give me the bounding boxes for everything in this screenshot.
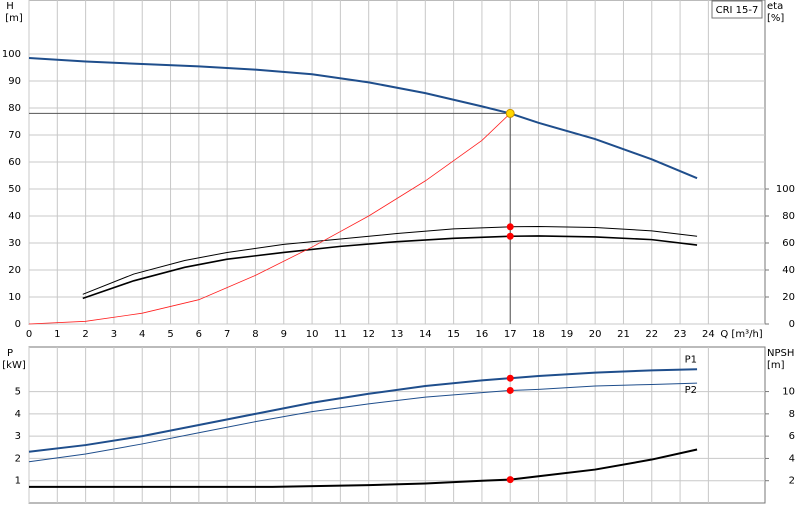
curve: [28, 57, 698, 180]
y-tick-label: 20: [8, 265, 21, 276]
x-tick-label: 4: [139, 329, 145, 340]
y-tick-label: 5: [15, 387, 21, 398]
series-label: P1: [685, 354, 697, 365]
y2-tick-label: 100: [776, 184, 795, 195]
y2-tick-label: 40: [782, 265, 795, 276]
series-label: P2: [685, 385, 697, 396]
x-tick-label: 1: [54, 329, 60, 340]
y-tick-label: 60: [8, 157, 21, 168]
y-axis-unit: [m]: [5, 13, 23, 24]
x-tick-label: 9: [281, 329, 287, 340]
duty-point: [505, 108, 515, 118]
y2-tick-label: 4: [789, 453, 795, 464]
x-tick-label: 18: [532, 329, 545, 340]
y2-axis-label: NPSH: [767, 348, 794, 359]
y-tick-label: 10: [8, 292, 21, 303]
y-tick-label: 3: [15, 431, 21, 442]
y-axis-label: P: [7, 348, 13, 359]
product-label-box: [711, 0, 763, 19]
x-tick-label: 15: [447, 329, 460, 340]
x-tick-label: 3: [111, 329, 117, 340]
x-tick-label: 5: [167, 329, 173, 340]
y-axis-unit: [kW]: [2, 360, 26, 371]
x-tick-label: 10: [306, 329, 319, 340]
x-tick-label: 16: [476, 329, 489, 340]
curve: [28, 113, 511, 325]
y2-axis-unit: [m]: [767, 360, 785, 371]
duty-marker: [506, 386, 514, 394]
y-tick-label: 4: [15, 409, 21, 420]
y-tick-label: 0: [15, 319, 21, 330]
y2-axis-unit: [%]: [767, 13, 784, 24]
y2-axis-label: eta: [767, 1, 783, 12]
x-tick-label: 7: [224, 329, 230, 340]
y-tick-label: 40: [8, 211, 21, 222]
x-tick-label: 13: [391, 329, 404, 340]
y-axis-label: H: [6, 1, 14, 12]
y2-tick-label: 60: [782, 238, 795, 249]
y-tick-label: 90: [8, 76, 21, 87]
x-tick-label: 2: [82, 329, 88, 340]
x-tick-label: 0: [26, 329, 32, 340]
x-tick-label: 12: [362, 329, 375, 340]
curve: [82, 226, 698, 295]
y2-tick-label: 2: [789, 476, 795, 487]
curve: [28, 382, 698, 463]
y-tick-label: 70: [8, 130, 21, 141]
y-tick-label: 50: [8, 184, 21, 195]
x-tick-label: 20: [589, 329, 602, 340]
y-tick-label: 2: [15, 453, 21, 464]
y2-tick-label: 0: [789, 319, 795, 330]
x-tick-label: 22: [645, 329, 658, 340]
duty-marker: [506, 223, 514, 231]
y2-tick-label: 10: [782, 387, 795, 398]
y-tick-label: 30: [8, 238, 21, 249]
product-label: CRI 15-7: [716, 5, 759, 16]
x-tick-label: 19: [560, 329, 573, 340]
y-tick-label: 1: [15, 476, 21, 487]
x-tick-label: 14: [419, 329, 432, 340]
x-tick-label: 6: [196, 329, 202, 340]
duty-marker: [506, 374, 514, 382]
duty-marker: [506, 232, 514, 240]
x-tick-label: 23: [674, 329, 687, 340]
y2-tick-label: 8: [789, 409, 795, 420]
x-axis-label: Q [m³/h]: [720, 329, 762, 340]
curve: [28, 368, 698, 453]
x-tick-label: 11: [334, 329, 347, 340]
y-tick-label: 100: [2, 49, 21, 60]
x-tick-label: 17: [504, 329, 517, 340]
x-tick-label: 21: [617, 329, 630, 340]
duty-marker: [506, 476, 514, 484]
x-tick-label: 24: [702, 329, 715, 340]
y-tick-label: 80: [8, 103, 21, 114]
y2-tick-label: 6: [789, 431, 795, 442]
y2-tick-label: 20: [782, 292, 795, 303]
y2-tick-label: 80: [782, 211, 795, 222]
curve: [82, 235, 698, 300]
x-tick-label: 8: [252, 329, 258, 340]
curve: [29, 448, 698, 488]
